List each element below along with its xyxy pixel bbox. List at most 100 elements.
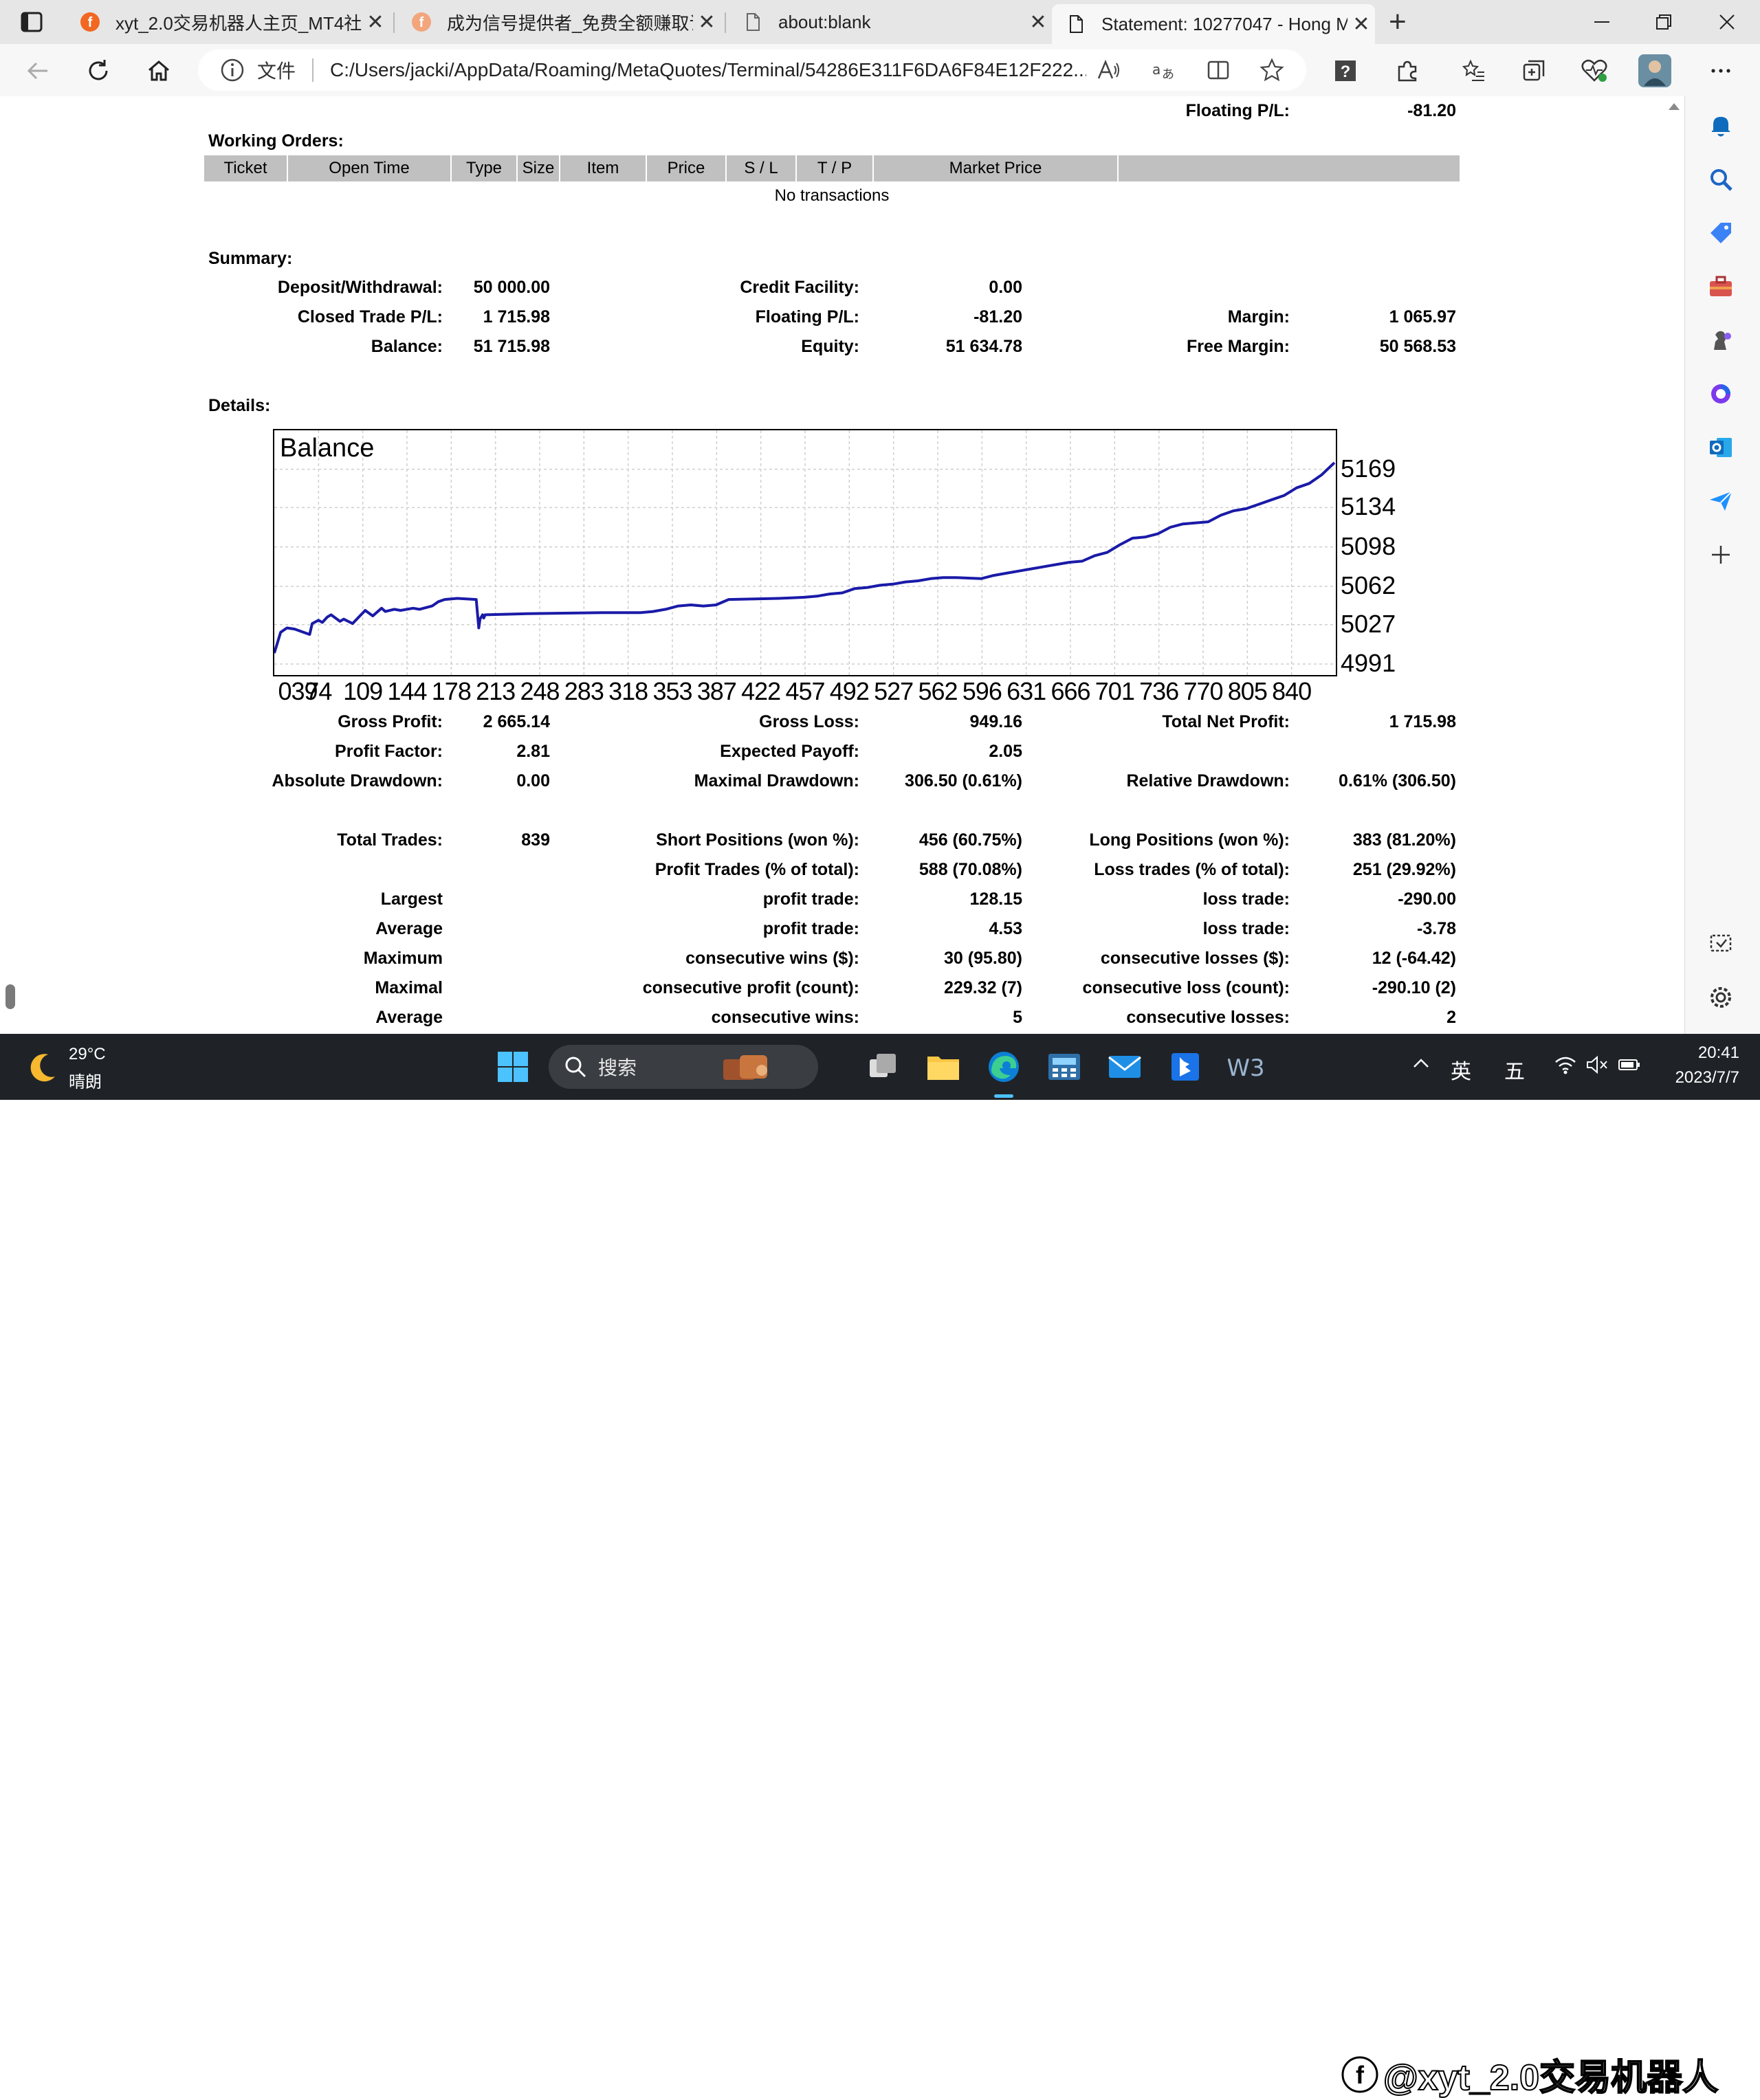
microsoft365-icon[interactable] xyxy=(1705,378,1737,410)
address-bar[interactable]: 文件 C:/Users/jacki/AppData/Roaming/MetaQu… xyxy=(198,49,1306,91)
wifi-icon[interactable] xyxy=(1554,1054,1577,1079)
mail-app-button[interactable] xyxy=(1107,1049,1143,1085)
collections-button[interactable] xyxy=(1517,54,1551,88)
details-title: Details: xyxy=(208,396,271,415)
bing-app-button[interactable] xyxy=(1167,1049,1203,1085)
weather-temperature: 29°C xyxy=(69,1045,106,1063)
settings-gear-icon[interactable] xyxy=(1705,982,1737,1013)
average-loss-trade-label: loss trade: xyxy=(1202,919,1290,938)
ime-mode[interactable]: 五 xyxy=(1504,1061,1525,1083)
minimize-button[interactable] xyxy=(1581,7,1622,37)
edge-sidebar xyxy=(1684,96,1760,1034)
close-window-button[interactable] xyxy=(1706,7,1748,37)
url-text[interactable]: C:/Users/jacki/AppData/Roaming/MetaQuote… xyxy=(330,59,1087,80)
split-screen-icon[interactable] xyxy=(1204,56,1232,84)
settings-more-button[interactable] xyxy=(1704,54,1738,88)
calculator-app-button[interactable] xyxy=(1046,1049,1082,1085)
profit-factor-value: 2.81 xyxy=(516,742,550,761)
favorites-button[interactable] xyxy=(1456,54,1490,88)
mql5-faded-icon: f xyxy=(412,12,431,32)
task-view-button[interactable] xyxy=(865,1049,901,1085)
floating-pl-value: -81.20 xyxy=(974,307,1022,327)
games-chess-icon[interactable] xyxy=(1705,324,1737,356)
balance-series-line xyxy=(274,461,1336,654)
extensions-button[interactable] xyxy=(1390,54,1424,88)
x-tick-label: 422 xyxy=(741,677,781,705)
tools-briefcase-icon[interactable] xyxy=(1705,271,1737,302)
y-tick-label: 5062 xyxy=(1341,571,1396,599)
add-icon[interactable] xyxy=(1705,539,1737,571)
star-glyph xyxy=(1260,58,1284,82)
tab-xyt-robot[interactable]: f xyt_2.0交易机器人主页_MT4社区 ✕ xyxy=(66,5,389,38)
terminal-keyboard-icon xyxy=(1048,1054,1080,1080)
column-header: Size xyxy=(518,155,560,181)
clock-time[interactable]: 20:41 xyxy=(1697,1043,1739,1062)
taskbar-search[interactable]: 搜索 xyxy=(549,1045,818,1089)
back-button[interactable] xyxy=(21,54,55,88)
largest-loss-trade-label: loss trade: xyxy=(1202,889,1290,909)
scroll-up-arrow-icon[interactable] xyxy=(1667,102,1681,111)
short-positions-label: Short Positions (won %): xyxy=(656,830,859,850)
tab-statement[interactable]: Statement: 10277047 - Hong Me ✕ xyxy=(1052,4,1375,44)
favorites-list-icon xyxy=(1462,59,1484,81)
close-icon[interactable]: ✕ xyxy=(1029,10,1047,34)
outlook-icon[interactable] xyxy=(1705,432,1737,463)
favorite-star-icon[interactable] xyxy=(1258,56,1286,84)
short-positions-value: 456 (60.75%) xyxy=(918,830,1022,850)
file-explorer-button[interactable] xyxy=(925,1049,961,1085)
close-icon[interactable]: ✕ xyxy=(366,10,384,34)
avatar xyxy=(1638,54,1671,87)
x-tick-label: 805 xyxy=(1227,677,1268,705)
tab-bar: f xyt_2.0交易机器人主页_MT4社区 ✕ f 成为信号提供者_免费全额赚… xyxy=(0,0,1760,44)
notifications-bell-icon[interactable] xyxy=(1705,110,1737,142)
new-tab-button[interactable]: + xyxy=(1389,5,1407,38)
edge-browser-button[interactable] xyxy=(986,1049,1022,1085)
read-aloud-icon[interactable] xyxy=(1094,56,1122,84)
vertical-scrollbar[interactable] xyxy=(1664,96,1684,1034)
scrollbar-thumb[interactable] xyxy=(6,984,15,1009)
tab-about-blank[interactable]: about:blank ✕ xyxy=(729,5,1052,38)
heart-pulse-icon xyxy=(1581,59,1607,82)
ime-language[interactable]: 英 xyxy=(1451,1061,1471,1083)
volume-muted-icon[interactable] xyxy=(1585,1054,1609,1079)
translate-icon[interactable]: a あ xyxy=(1150,56,1177,84)
maximal-drawdown-value: 306.50 (0.61%) xyxy=(905,771,1022,791)
x-tick-label: 144 xyxy=(387,677,427,705)
screenshot-icon[interactable] xyxy=(1705,928,1737,960)
help-button[interactable]: ? xyxy=(1328,54,1363,88)
long-positions-label: Long Positions (won %): xyxy=(1089,830,1290,850)
clock-date[interactable]: 2023/7/7 xyxy=(1675,1068,1739,1087)
svg-text:a: a xyxy=(1152,61,1160,78)
close-icon[interactable]: ✕ xyxy=(698,10,716,34)
mail-icon xyxy=(1108,1056,1141,1078)
tab-signal-provider[interactable]: f 成为信号提供者_免费全额赚取订 ✕ xyxy=(397,5,720,38)
weather-widget[interactable] xyxy=(23,1049,60,1090)
x-tick-label: 701 xyxy=(1094,677,1135,705)
shopping-tag-icon[interactable] xyxy=(1705,217,1737,249)
refresh-button[interactable] xyxy=(81,54,116,88)
x-tick-label: 562 xyxy=(918,677,958,705)
minimize-icon xyxy=(1594,21,1609,23)
credit-facility-label: Credit Facility: xyxy=(740,278,859,297)
chevron-up-icon xyxy=(1414,1059,1429,1068)
total-net-profit-label: Total Net Profit: xyxy=(1162,712,1290,731)
moon-icon xyxy=(30,1054,55,1082)
send-plane-icon[interactable] xyxy=(1705,485,1737,517)
battery-icon[interactable] xyxy=(1617,1054,1642,1079)
show-hidden-icons-button[interactable] xyxy=(1411,1053,1431,1077)
working-orders-table: Ticket Open Time Type Size Item Price S … xyxy=(204,155,1460,210)
x-tick-label: 527 xyxy=(874,677,914,705)
wb-app-button[interactable]: W3 xyxy=(1228,1049,1264,1085)
restore-button[interactable] xyxy=(1643,7,1684,37)
tab-title: about:blank xyxy=(778,11,871,32)
tab-title: Statement: 10277047 - Hong Me xyxy=(1101,13,1348,34)
home-button[interactable] xyxy=(142,54,176,88)
tab-actions-button[interactable] xyxy=(10,7,54,37)
profile-button[interactable] xyxy=(1638,54,1672,88)
browser-essentials-button[interactable] xyxy=(1577,54,1612,88)
maximal-drawdown-label: Maximal Drawdown: xyxy=(694,771,859,791)
search-icon[interactable] xyxy=(1705,164,1737,195)
start-button[interactable] xyxy=(495,1049,531,1085)
close-icon[interactable]: ✕ xyxy=(1352,12,1370,36)
maximum-label: Maximum xyxy=(363,949,443,968)
